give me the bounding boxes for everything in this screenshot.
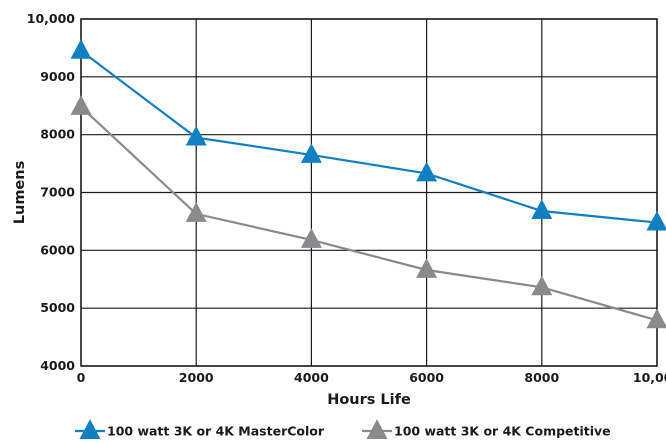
data-point-marker [646,210,666,231]
x-tick-label: 0 [77,370,86,385]
legend: 100 watt 3K or 4K MasterColor 100 watt 3K… [75,419,611,439]
y-tick-label: 8000 [40,127,75,142]
data-point-marker [531,275,553,296]
x-axis-ticks: 0 2000 4000 6000 8000 10,000 [77,370,666,385]
legend-item: 100 watt 3K or 4K MasterColor [75,419,325,439]
y-tick-label: 5000 [40,300,75,315]
y-axis-ticks: 4000 5000 6000 7000 8000 9000 10,000 [27,11,76,373]
x-tick-label: 6000 [409,370,444,385]
y-tick-label: 7000 [40,185,75,200]
y-axis-title: Lumens [12,161,28,224]
legend-marker [79,419,101,439]
x-tick-label: 2000 [179,370,214,385]
series-line [80,49,658,224]
series-1 [70,39,666,231]
series-2 [70,95,666,329]
y-tick-label: 6000 [40,242,75,257]
grid [80,18,658,367]
data-point-marker [70,95,92,115]
series-layer [70,39,666,329]
x-tick-label: 8000 [524,370,559,385]
y-tick-label: 4000 [40,358,75,373]
y-tick-label: 9000 [40,69,75,84]
x-axis-title: Hours Life [327,392,411,408]
data-point-marker [300,143,322,163]
data-point-marker [185,125,207,146]
legend-marker [366,419,388,439]
data-point-marker [646,308,666,329]
data-point-marker [185,202,207,222]
data-point-marker [531,199,553,219]
data-point-marker [416,258,438,278]
legend-item: 100 watt 3K or 4K Competitive [362,419,611,439]
y-tick-label: 10,000 [27,11,76,26]
legend-label: 100 watt 3K or 4K MasterColor [107,424,325,439]
series-line [80,106,658,322]
data-point-marker [416,161,438,182]
plot-frame [80,18,658,367]
data-point-marker [70,39,92,59]
x-tick-label: 10,000 [633,370,666,385]
data-point-marker [300,228,322,248]
legend-label: 100 watt 3K or 4K Competitive [394,424,611,439]
x-tick-label: 4000 [294,370,329,385]
